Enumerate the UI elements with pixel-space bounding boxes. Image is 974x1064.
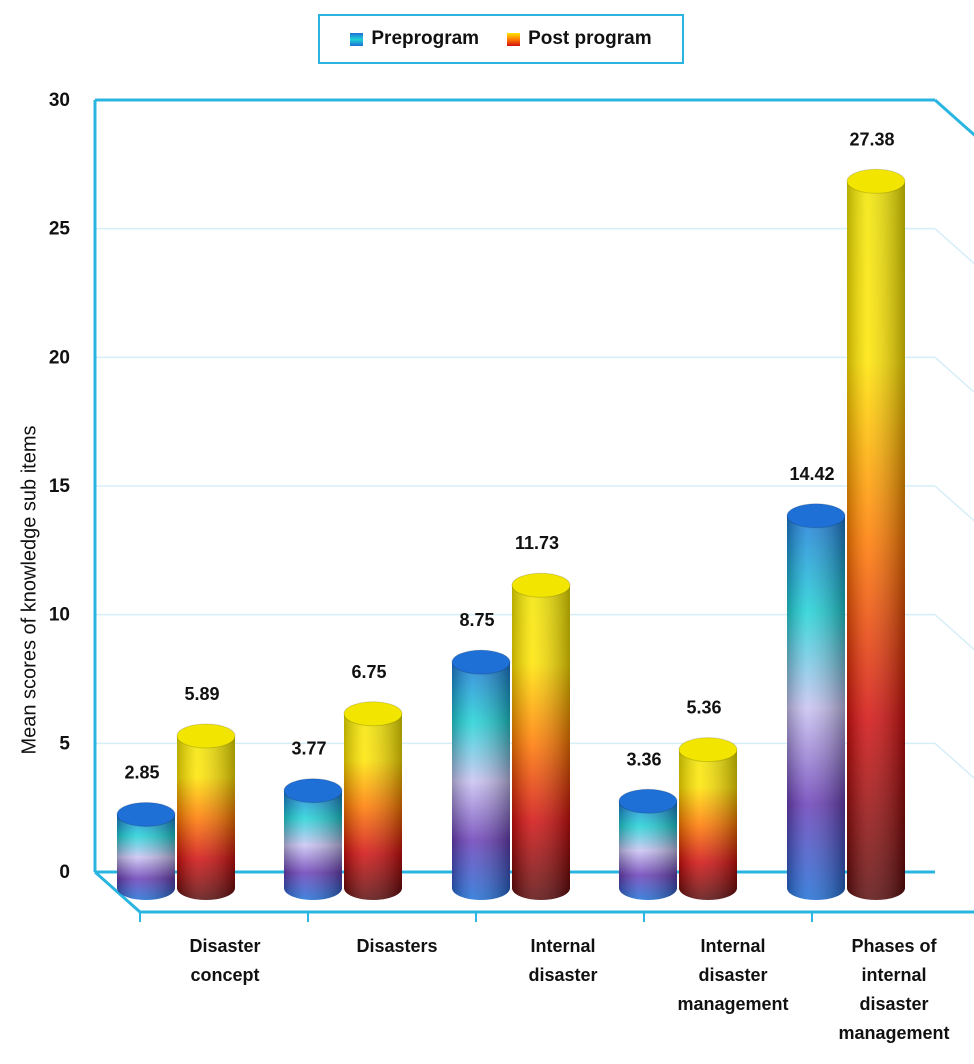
y-tick-label: 10 [49,605,70,626]
bar-top [511,572,571,598]
bar-post-program [176,723,236,900]
data-label-preprogram: 2.85 [124,762,159,782]
bar-post-program [846,168,906,900]
bar-top [116,801,176,827]
y-tick-label: 0 [59,862,70,883]
gridline-side [934,356,974,394]
legend-swatch-post-program [507,32,521,46]
data-label-post-program: 6.75 [351,662,386,682]
bar-preprogram [786,503,846,900]
gridline-side [934,614,974,651]
bar-top [618,788,678,814]
bar-post-program [511,572,571,900]
bar-top [343,701,403,727]
legend-item-preprogram: Preprogram [350,28,479,50]
gridline-side [934,485,974,522]
legend: Preprogram Post program [318,14,684,64]
x-tick-label: Disaster concept [189,936,261,985]
bar-shading [452,662,510,900]
legend-label-post-program: Post program [528,28,652,49]
x-tick-label: Internal disaster management [677,936,789,1014]
legend-item-post-program: Post program [507,28,652,50]
gridline-side [934,742,974,780]
x-tick-label: Internal disaster [528,936,598,985]
plot-frame-line [934,98,974,137]
bar-shading [619,801,677,900]
y-tick-label: 5 [59,733,70,754]
data-label-preprogram: 3.36 [626,749,661,769]
gridline-side [934,228,974,265]
x-tick-label: Disasters [356,936,438,956]
bar-preprogram [451,649,511,900]
bar-post-program [678,737,738,900]
bar-top [678,737,738,763]
bar-top [786,503,846,529]
bar-top [451,649,511,675]
data-label-post-program: 5.36 [686,698,721,718]
bar-shading [847,181,905,900]
bar-shading [512,585,570,900]
bar-shading [679,749,737,900]
plot-frame-line [94,870,141,914]
data-label-post-program: 27.38 [849,129,894,149]
data-label-post-program: 11.73 [515,533,559,553]
bar-top [176,723,236,749]
data-label-preprogram: 8.75 [459,610,494,630]
bar-top [283,778,343,804]
x-tick-label: Phases of internal disaster management [838,936,950,1043]
y-tick-label: 20 [49,347,70,368]
bar-post-program [343,701,403,900]
bar-preprogram [283,778,343,900]
bar-preprogram [618,788,678,900]
data-label-preprogram: 3.77 [291,739,326,759]
bar-shading [284,790,342,900]
bar-top [846,168,906,194]
bar-shading [344,713,402,900]
legend-swatch-preprogram [350,32,364,46]
y-tick-label: 30 [49,90,70,111]
y-tick-label: 15 [49,476,71,497]
bar-shading [177,735,235,900]
bar-preprogram [116,801,176,900]
legend-label-preprogram: Preprogram [371,28,480,49]
bar-shading [117,814,175,900]
data-label-preprogram: 14.42 [789,464,834,484]
y-tick-label: 25 [49,219,71,240]
data-label-post-program: 5.89 [184,684,219,704]
bar-shading [787,515,845,900]
